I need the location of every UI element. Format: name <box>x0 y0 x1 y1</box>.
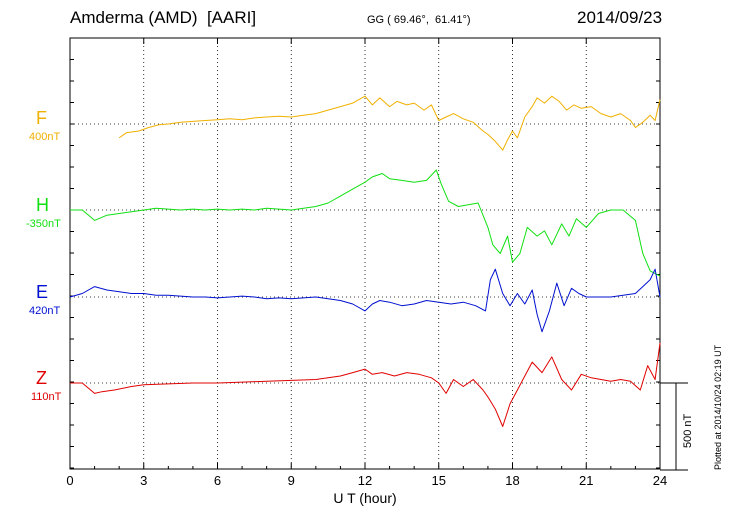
geographic-coords: GG ( 69.46°, 61.41°) <box>367 14 471 26</box>
x-tick-label-21: 21 <box>579 473 593 488</box>
x-tick-label-0: 0 <box>66 473 73 488</box>
series-name-f: F <box>36 108 47 128</box>
x-tick-label-15: 15 <box>432 473 446 488</box>
series-baseline-z: 110nT <box>31 391 62 403</box>
x-axis-label: U T (hour) <box>333 490 396 506</box>
scale-bar-label: 500 nT <box>682 413 694 448</box>
station-title: Amderma (AMD) [AARI] <box>70 8 257 27</box>
series-name-e: E <box>36 282 49 302</box>
x-tick-label-6: 6 <box>214 473 221 488</box>
series-line-f <box>118 95 661 151</box>
series-line-h <box>70 169 661 277</box>
x-tick-label-12: 12 <box>358 473 372 488</box>
x-tick-label-24: 24 <box>653 473 667 488</box>
x-tick-label-18: 18 <box>505 473 519 488</box>
series-baseline-e: 420nT <box>29 305 61 317</box>
x-tick-label-3: 3 <box>140 473 147 488</box>
series-line-z <box>70 342 661 427</box>
x-tick-label-9: 9 <box>288 473 295 488</box>
plotted-timestamp: Plotted at 2014/10/24 02:19 UT <box>713 344 723 470</box>
series-baseline-h: -350nT <box>26 218 61 230</box>
plot-date: 2014/09/23 <box>577 8 663 27</box>
series-line-e <box>69 268 661 333</box>
series-name-h: H <box>36 195 49 215</box>
series-baseline-f: 400nT <box>29 131 61 143</box>
series-name-z: Z <box>36 368 47 388</box>
